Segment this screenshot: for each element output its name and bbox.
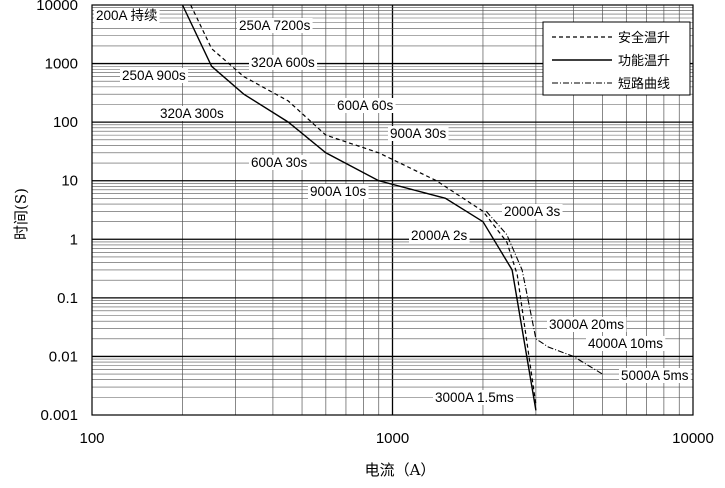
annotation-background (388, 126, 449, 141)
annotation-text: 250A 7200s (239, 18, 311, 33)
annotation-background (502, 204, 563, 219)
annotation-label: 320A 600s (249, 55, 318, 70)
annotation-label: 3000A 20ms (547, 317, 627, 332)
y-tick-label: 10 (61, 173, 78, 190)
y-tick-label: 1000 (45, 56, 78, 73)
y-tick-label: 100 (53, 114, 78, 131)
annotation-background (433, 390, 517, 405)
short-circuit-curve-line (485, 210, 603, 375)
annotation-background (335, 98, 396, 113)
legend-label-safety: 安全温升 (618, 30, 670, 46)
legend: 安全温升 功能温升 短路曲线 (542, 21, 691, 96)
annotation-text: 900A 30s (390, 126, 447, 141)
annotation-text: 3000A 1.5ms (435, 390, 514, 405)
annotation-text: 2000A 2s (411, 228, 468, 243)
annotation-label: 200A 持续 (94, 8, 160, 23)
annotation-text: 600A 30s (251, 155, 308, 170)
annotation-text: 5000A 5ms (621, 368, 689, 383)
annotation-text: 4000A 10ms (588, 336, 663, 351)
legend-label-functional: 功能温升 (618, 54, 670, 69)
annotation-text: 200A 持续 (96, 8, 158, 23)
annotation-text: 250A 900s (122, 68, 186, 83)
annotation-background (308, 184, 369, 199)
safety-temperature-rise-line (190, 4, 537, 405)
annotation-text: 2000A 3s (504, 204, 561, 219)
annotation-background (120, 68, 189, 83)
y-tick-label: 0.1 (57, 290, 78, 307)
annotation-text: 600A 60s (337, 98, 394, 113)
annotation-background (158, 106, 227, 121)
legend-label-shortcircuit: 短路曲线 (618, 76, 670, 92)
annotation-text: 320A 300s (160, 106, 224, 121)
annotation-label: 3000A 1.5ms (433, 390, 517, 405)
annotation-background (409, 228, 470, 243)
annotation-label: 2000A 2s (409, 228, 470, 243)
annotation-label: 250A 900s (120, 68, 189, 83)
plot-frame (91, 4, 694, 416)
y-tick-label: 10000 (36, 0, 78, 14)
y-axis-title: 时间(S) (12, 188, 30, 240)
x-axis-title: 电流（A） (365, 461, 436, 479)
y-tick-label: 0.001 (40, 407, 78, 424)
annotation-label: 320A 300s (158, 106, 227, 121)
functional-temperature-rise-line (181, 4, 537, 411)
annotation-background (249, 155, 310, 170)
annotation-background (249, 55, 318, 70)
annotation-text: 320A 600s (251, 55, 315, 70)
series-group (181, 4, 603, 411)
annotation-background (547, 317, 627, 332)
annotation-background (94, 8, 160, 23)
annotation-label: 900A 10s (308, 184, 369, 199)
annotation-label: 900A 30s (388, 126, 449, 141)
annotations: 200A 持续 250A 7200s 320A 600s 250A 900s 320A … (94, 8, 691, 405)
annotation-label: 4000A 10ms (586, 336, 666, 351)
annotation-background (586, 336, 666, 351)
annotation-background (237, 18, 313, 33)
y-tick-label: 0.01 (49, 348, 78, 365)
annotation-label: 600A 30s (249, 155, 310, 170)
annotation-background (619, 368, 691, 383)
grid (92, 5, 693, 415)
y-tick-label: 1 (70, 231, 78, 248)
x-tick-label: 10000 (672, 430, 714, 447)
x-tick-label: 100 (79, 430, 104, 447)
annotation-text: 900A 10s (310, 184, 367, 199)
annotation-text: 3000A 20ms (549, 317, 624, 332)
annotation-label: 250A 7200s (237, 18, 313, 33)
annotation-label: 5000A 5ms (619, 368, 691, 383)
x-tick-label: 1000 (376, 430, 409, 447)
annotation-label: 600A 60s (335, 98, 396, 113)
tick-labels: 100 1000 10000 10000 1000 100 10 1 0.1 0.01 0.001 (36, 0, 714, 447)
annotation-label: 2000A 3s (502, 204, 563, 219)
